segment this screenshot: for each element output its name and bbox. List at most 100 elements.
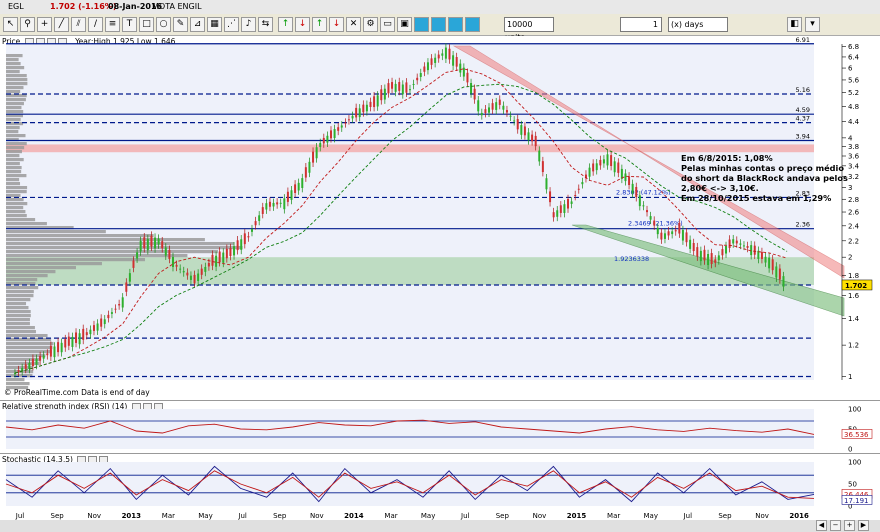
rectangle-icon[interactable]: □ [139,17,154,32]
indicator-icon-2[interactable] [431,17,446,32]
indicator-background [6,409,814,449]
rsi-panel[interactable]: Relative strength index (RSI) (14) 10050… [0,400,880,453]
save-icon[interactable]: ▣ [397,17,412,32]
indicator-icon-1[interactable] [414,17,429,32]
zoom-icon[interactable]: ⚲ [20,17,35,32]
indicator-icon-4[interactable] [465,17,480,32]
exit-arrow-icon[interactable]: ↑ [312,17,327,32]
candle-body [431,58,433,65]
candle-body [312,152,314,163]
zoom-out-icon[interactable]: − [830,520,841,531]
y-axis: 6.86.465.65.24.84.443.83.63.43.232.82.62… [842,43,860,381]
candle-body [190,276,192,280]
volume-bar [6,130,18,133]
chevron-down-icon[interactable]: ▾ [805,17,820,32]
volume-bar [6,346,52,349]
properties-icon[interactable]: ⚙ [363,17,378,32]
candle-body [761,252,763,259]
candle-body [132,261,134,268]
fullscreen-icon[interactable]: ◧ [787,17,802,32]
bottom-bar: ◀ − + ▶ [0,520,880,532]
pencil-icon[interactable]: ✎ [173,17,188,32]
volume-bar [6,210,25,213]
indicator-tick-label: 100 [848,406,861,414]
sell-arrow-icon[interactable]: ↓ [295,17,310,32]
y-tick-label: 5.2 [848,89,859,97]
volume-bar [6,290,34,293]
annotation-line-2: Pelas minhas contas o preço médio [681,163,848,173]
candle-body [384,89,386,100]
toolbar: ↖ ⚲ + ╱ ⫽ ∕ ≡ T □ ○ ✎ ⊿ ▦ ⋰ ♪ ⇆ ↑ ↓ ↑ ↓ … [0,14,880,36]
grid-icon[interactable]: ▦ [207,17,222,32]
candle-body [506,110,508,112]
candle-body [341,125,343,127]
level-label: 6.91 [796,36,810,44]
instrument-symbol[interactable]: EGL [8,2,24,11]
scroll-left-icon[interactable]: ◀ [816,520,827,531]
price-chart[interactable]: Price Year:High 1.925 Low 1.646 6.91 5.16… [0,36,880,400]
candle-body [452,55,454,65]
annotation-line-5: Em 28/10/2015 estava em 1,29% [681,193,848,203]
candle-body [50,346,52,357]
split-icon[interactable]: ⇆ [258,17,273,32]
window-icon[interactable]: ▭ [380,17,395,32]
volume-bar [6,186,27,189]
candle-body [366,105,368,112]
y-tick-label: 1 [848,373,852,381]
candle-body [258,215,260,221]
indicator-icon-3[interactable] [448,17,463,32]
candle-body [64,339,66,347]
period-unit-select[interactable]: (x) days [668,17,728,32]
candle-body [211,255,213,266]
candle-body [183,271,185,272]
candle-body [82,329,84,340]
volume-bar [6,358,41,361]
candle-body [535,136,537,146]
candle-body [129,273,131,282]
trendline-icon[interactable]: ╱ [54,17,69,32]
ellipse-icon[interactable]: ○ [156,17,171,32]
units-select[interactable]: 10000 units [504,17,554,32]
channel-icon[interactable]: ⫽ [71,17,86,32]
x-tick-label: Nov [310,512,324,520]
x-tick-label: Mar [162,512,175,520]
candle-body [111,312,113,314]
candle-body [233,246,235,255]
cursor-icon[interactable]: ↖ [3,17,18,32]
scroll-right-icon[interactable]: ▶ [858,520,869,531]
crosshair-icon[interactable]: + [37,17,52,32]
candle-body [161,241,163,248]
volume-bar [6,62,21,65]
fan-icon[interactable]: ⋰ [224,17,239,32]
volume-bar [6,382,30,385]
candle-body [265,203,267,209]
trash-icon[interactable]: ✕ [346,17,361,32]
y-tick-label: 4.8 [848,103,859,111]
volume-bar [6,246,243,249]
zoom-in-icon[interactable]: + [844,520,855,531]
buy-arrow-icon[interactable]: ↑ [278,17,293,32]
volume-bar [6,142,27,145]
candle-body [344,123,346,124]
candle-body [122,297,124,307]
gann-icon[interactable]: ⊿ [190,17,205,32]
volume-bar [6,258,145,261]
candle-body [524,126,526,135]
text-icon[interactable]: T [122,17,137,32]
candle-body [75,332,77,342]
line-icon[interactable]: ∕ [88,17,103,32]
candle-body [653,221,655,226]
stochastic-panel[interactable]: Stochastic (14,3,5) 100 50 0 26.446 17.191 [0,453,880,510]
candle-body [323,138,325,143]
volume-bar [6,90,20,93]
fibonacci-icon[interactable]: ≡ [105,17,120,32]
candle-body [707,254,709,265]
bell-icon[interactable]: ♪ [241,17,256,32]
x-tick-label: Nov [87,512,101,520]
candle-body [657,228,659,234]
candle-body [689,240,691,249]
period-stepper[interactable]: 1 [620,17,662,32]
candle-body [729,239,731,247]
cover-arrow-icon[interactable]: ↓ [329,17,344,32]
candle-body [352,116,354,119]
